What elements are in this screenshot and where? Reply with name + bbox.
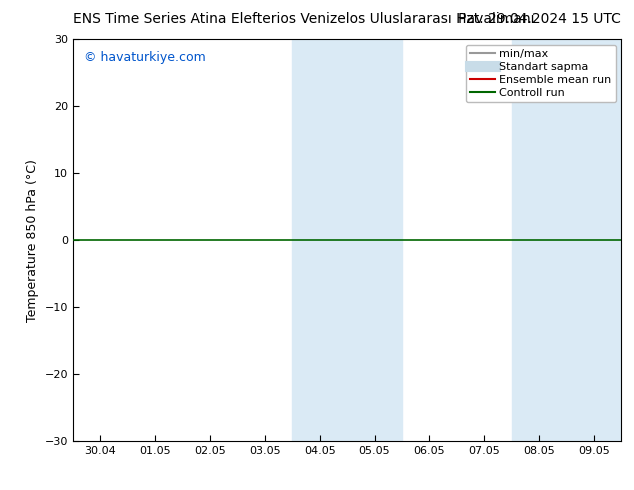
Bar xyxy=(292,39,402,441)
Y-axis label: Temperature 850 hPa (°C): Temperature 850 hPa (°C) xyxy=(26,159,39,321)
Legend: min/max, Standart sapma, Ensemble mean run, Controll run: min/max, Standart sapma, Ensemble mean r… xyxy=(466,45,616,102)
Text: ENS Time Series Atina Elefterios Venizelos Uluslararası Havalimanı: ENS Time Series Atina Elefterios Venizel… xyxy=(73,12,534,26)
Text: Pzt. 29.04.2024 15 UTC: Pzt. 29.04.2024 15 UTC xyxy=(458,12,621,26)
Text: © havaturkiye.com: © havaturkiye.com xyxy=(84,51,205,64)
Bar xyxy=(512,39,621,441)
